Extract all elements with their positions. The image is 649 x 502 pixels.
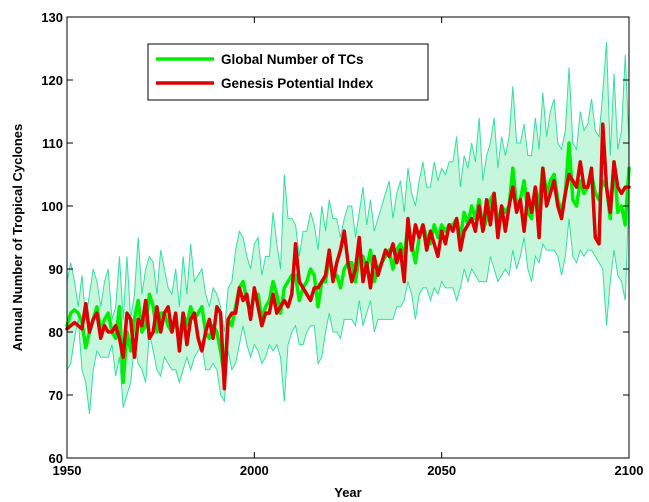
x-tick-label: 1950	[53, 463, 82, 478]
legend: Global Number of TCs Genesis Potential I…	[147, 43, 429, 101]
x-tick-label: 2100	[615, 463, 644, 478]
spread-upper-line	[66, 42, 630, 333]
x-tick-label: 2000	[240, 463, 269, 478]
series-line-gpi	[65, 122, 631, 391]
legend-box	[147, 43, 429, 101]
y-tick-label: 90	[49, 262, 63, 277]
y-tick-label: 60	[49, 451, 63, 466]
y-tick-label: 120	[41, 73, 63, 88]
axes-frame	[66, 16, 630, 459]
x-axis-label: Year	[334, 485, 361, 500]
spread-lower-line	[66, 193, 630, 414]
axes: 1950 2000 2050 2100 60 70 80 90 100 110 120 130	[41, 10, 643, 478]
y-tick-label: 110	[42, 136, 63, 151]
y-axis-label: Annual Number of Tropical Cyclones	[10, 124, 25, 352]
y-tick-label: 70	[49, 388, 63, 403]
y-tick-label: 100	[41, 199, 63, 214]
legend-label-global-tcs: Global Number of TCs	[221, 52, 364, 67]
y-tick-label: 80	[49, 325, 63, 340]
legend-label-gpi: Genesis Potential Index	[221, 76, 374, 91]
x-tick-label: 2050	[427, 463, 456, 478]
y-tick-label: 130	[41, 10, 63, 25]
plot-area	[65, 42, 631, 414]
